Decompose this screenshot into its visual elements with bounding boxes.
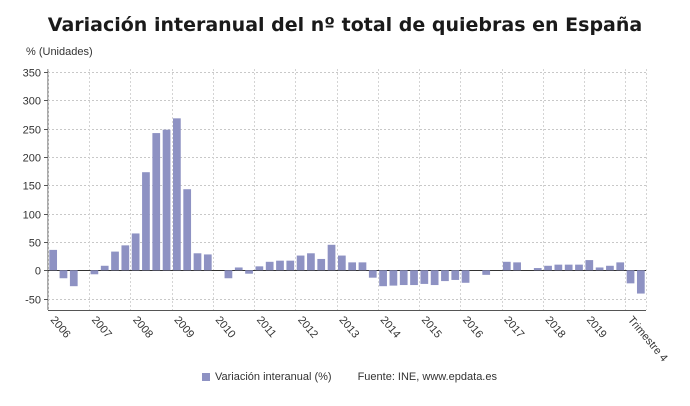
bars: [49, 118, 645, 294]
bar: [276, 260, 284, 271]
bar: [162, 129, 171, 271]
x-tick-labels: 2006 2007 2008 2009 2010 2011 2012 2013 2014 2015…: [48, 314, 670, 364]
bar: [410, 270, 418, 286]
x-tick-label: 2014: [378, 314, 403, 340]
bar: [575, 264, 583, 271]
bar: [420, 270, 429, 284]
bar: [111, 251, 119, 271]
bar: [307, 253, 315, 271]
bar: [502, 261, 511, 271]
bar: [183, 189, 192, 271]
bar: [513, 262, 521, 271]
x-tick-label: 2012: [295, 314, 320, 340]
y-tick-label: -50: [25, 295, 41, 307]
x-tick-label: 2017: [501, 314, 526, 340]
bar: [100, 265, 109, 271]
y-tick-label: 50: [29, 238, 41, 250]
bar: [59, 270, 68, 279]
bar: [142, 172, 150, 271]
bar: [636, 270, 645, 294]
bar: [441, 270, 449, 282]
x-tick-label: 2013: [336, 314, 361, 340]
legend: Variación interanual (%) Fuente: INE, ww…: [202, 371, 497, 383]
y-tick-label: 0: [35, 266, 41, 278]
y-tick-label: 200: [23, 153, 41, 165]
bar: [348, 262, 357, 271]
x-tick-label: 2019: [584, 314, 609, 340]
bar: [224, 270, 233, 279]
bar: [317, 258, 326, 271]
bar: [585, 260, 594, 271]
x-tick-label: 2010: [213, 314, 238, 340]
x-tick-label: 2015: [419, 314, 444, 340]
bar: [606, 265, 614, 271]
x-tick-label: Trimestre 4: [625, 314, 670, 364]
bar: [544, 265, 552, 271]
bar: [379, 270, 387, 287]
source-note: Fuente: INE, www.epdata.es: [357, 371, 497, 383]
bar: [69, 270, 78, 287]
legend-label: Variación interanual (%): [215, 371, 332, 383]
y-tick-label: 150: [23, 181, 41, 193]
y-tick-label: 250: [23, 125, 41, 137]
x-tick-label: 2016: [460, 314, 485, 340]
bar: [152, 133, 161, 271]
bar: [461, 270, 470, 283]
bar: [358, 262, 367, 271]
x-tick-label: 2011: [254, 314, 278, 340]
bar: [265, 261, 274, 271]
bar: [234, 267, 243, 271]
x-tick-label: 2009: [171, 314, 196, 340]
grid-lines: [44, 69, 647, 311]
x-tick-label: 2007: [89, 314, 114, 340]
bar: [121, 245, 130, 271]
bar: [595, 267, 604, 271]
bar: [245, 270, 253, 274]
bar: [296, 255, 305, 271]
bar: [90, 270, 99, 275]
bar: [616, 262, 625, 271]
x-tick-label: 2018: [543, 314, 568, 340]
legend-swatch: [202, 373, 210, 381]
bar: [533, 268, 542, 271]
y-axis-unit-label: % (Unidades): [26, 46, 93, 58]
bar: [564, 264, 573, 271]
bar: [430, 270, 439, 286]
bar: [255, 266, 264, 271]
bar: [626, 270, 635, 284]
chart-title: Variación interanual del nº total de qui…: [47, 14, 643, 36]
bar: [327, 244, 336, 271]
bar: [286, 260, 295, 271]
x-tick-label: 2008: [130, 314, 155, 340]
x-tick-label: 2006: [48, 314, 73, 340]
y-tick-label: 350: [23, 68, 41, 80]
bar: [203, 254, 212, 271]
bar: [193, 253, 202, 271]
bar: [399, 270, 408, 286]
bar: [389, 270, 398, 286]
bar: [49, 249, 58, 271]
bar: [482, 270, 491, 275]
bar: [368, 270, 377, 278]
y-tick-label: 100: [23, 210, 41, 222]
bar: [554, 264, 563, 271]
y-tick-label: 300: [23, 96, 41, 108]
bar: [451, 270, 460, 280]
bar: [173, 118, 181, 271]
bar: [337, 255, 346, 271]
y-tick-labels: 350 300 250 200 150 100 50 0 -50: [23, 68, 41, 307]
bar: [131, 233, 140, 271]
